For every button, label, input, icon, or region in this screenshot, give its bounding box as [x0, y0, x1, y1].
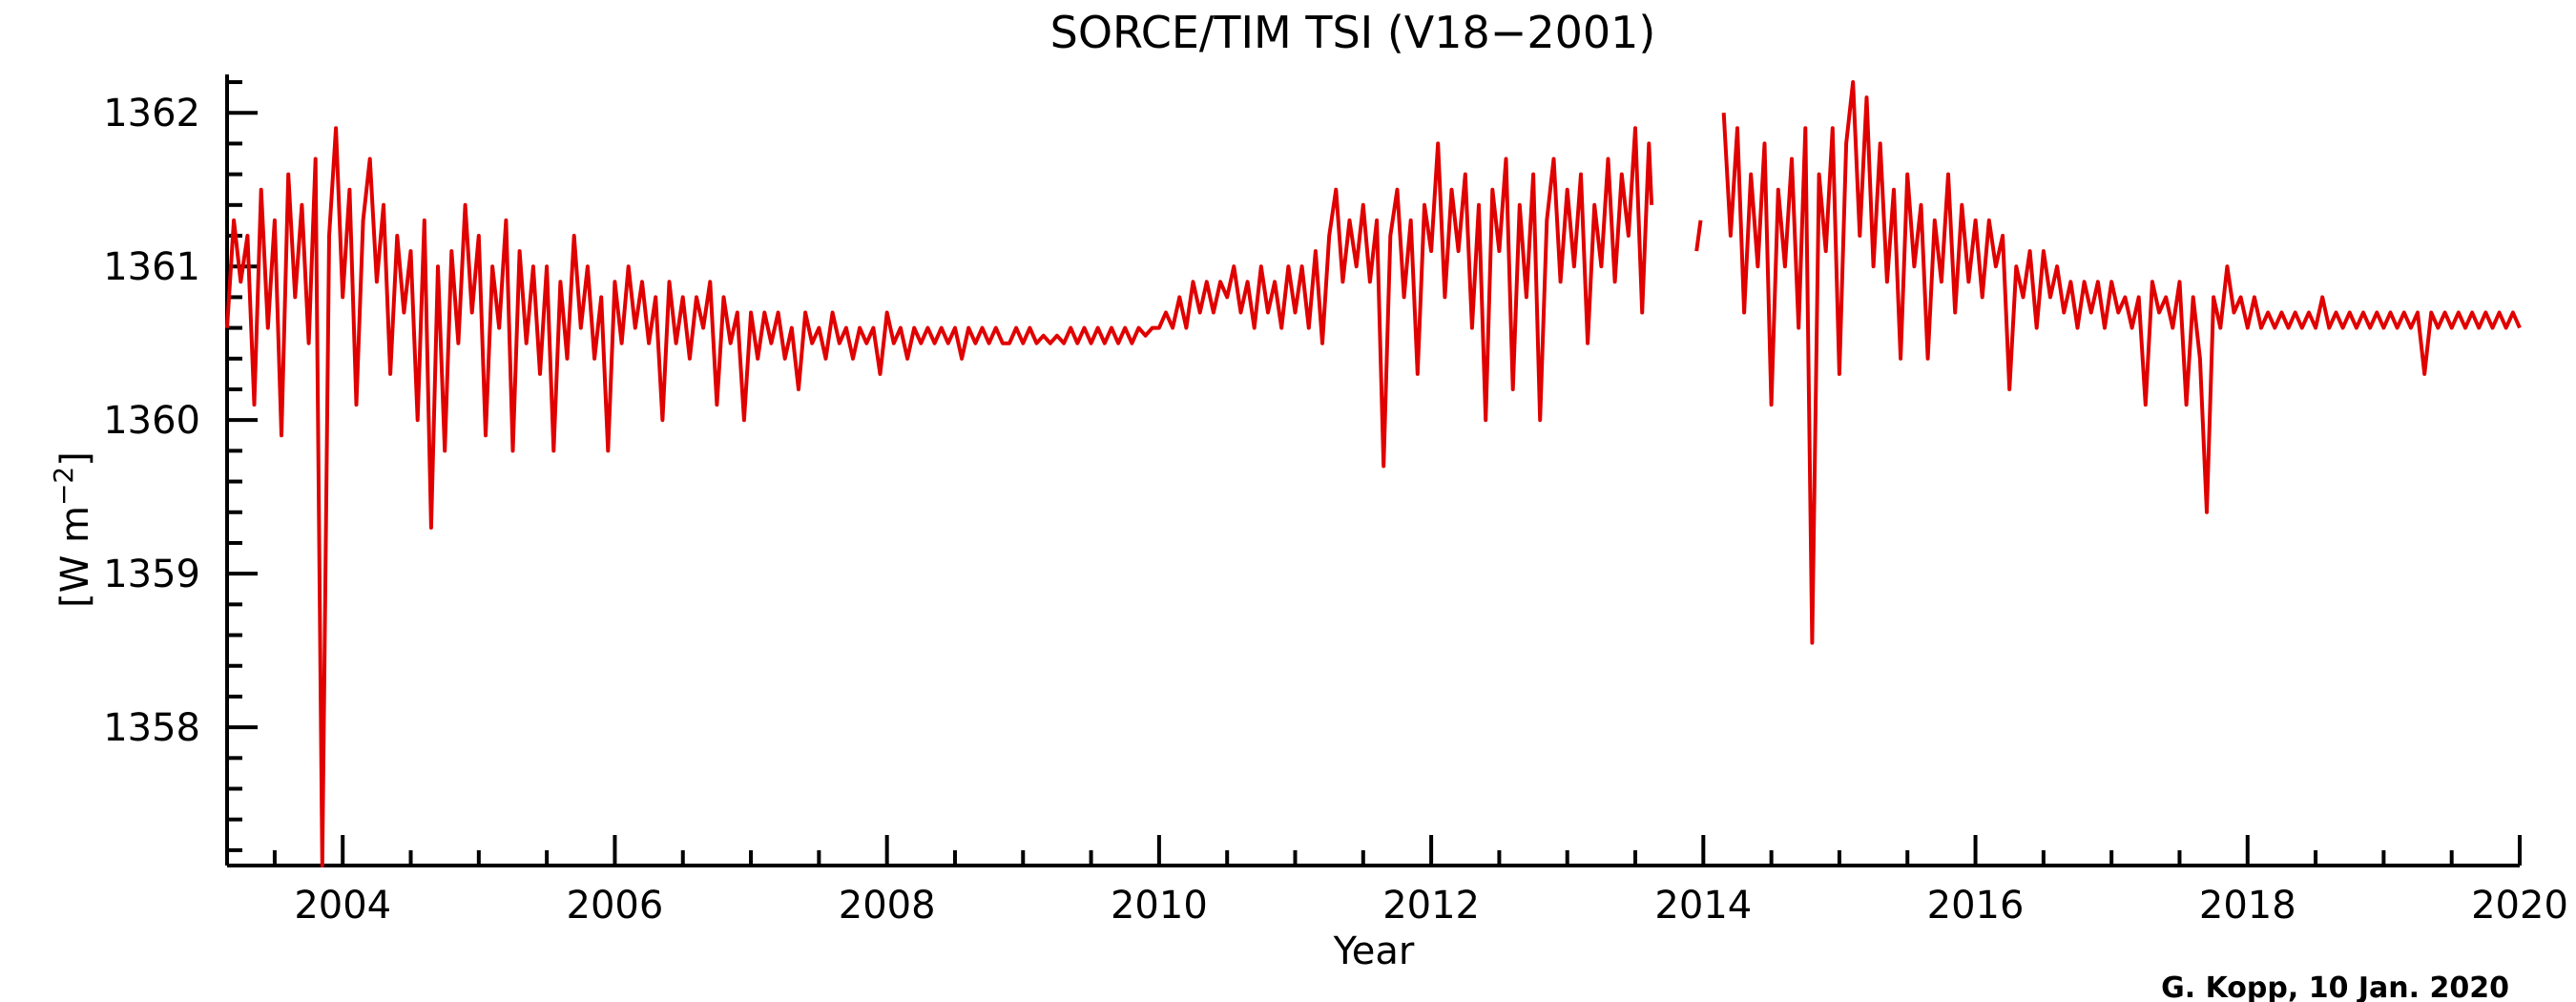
x-tick-label: 2016 [1927, 884, 2025, 928]
y-axis-label: [W m−2] [48, 451, 97, 608]
y-ticks: 1358 1359 1360 1361 1362 [103, 80, 258, 852]
x-tick-label: 2020 [2471, 884, 2568, 928]
x-tick-label: 2006 [567, 884, 664, 928]
x-tick-label: 2012 [1382, 884, 1480, 928]
y-axis-label-main: [W m [53, 506, 97, 608]
y-tick-label: 1358 [103, 706, 200, 750]
y-axis-label-close: ] [53, 451, 97, 467]
x-ticks: 2004 2006 2008 2010 2012 2014 2016 2018 2020 [272, 835, 2568, 928]
x-axis-label: Year [1333, 929, 1415, 973]
tsi-line-segment [1721, 80, 2522, 645]
chart-title: SORCE/TIM TSI (V18−2001) [1050, 7, 1656, 58]
x-tick-label: 2018 [2199, 884, 2296, 928]
x-tick-label: 2004 [294, 884, 391, 928]
y-tick-label: 1359 [103, 553, 200, 596]
tsi-line-segment [1694, 219, 1703, 252]
credit-text: G. Kopp, 10 Jan. 2020 [2161, 971, 2509, 1002]
y-axis-label-exponent: −2 [48, 467, 79, 506]
y-tick-label: 1362 [103, 92, 200, 136]
y-tick-label: 1361 [103, 245, 200, 289]
tsi-line-segment [225, 126, 1654, 867]
x-tick-label: 2008 [839, 884, 936, 928]
svg-text:[W m−2]: [W m−2] [48, 451, 97, 608]
x-tick-label: 2010 [1111, 884, 1208, 928]
tsi-series [225, 80, 2522, 867]
y-tick-label: 1360 [103, 399, 200, 443]
x-tick-label: 2014 [1654, 884, 1752, 928]
